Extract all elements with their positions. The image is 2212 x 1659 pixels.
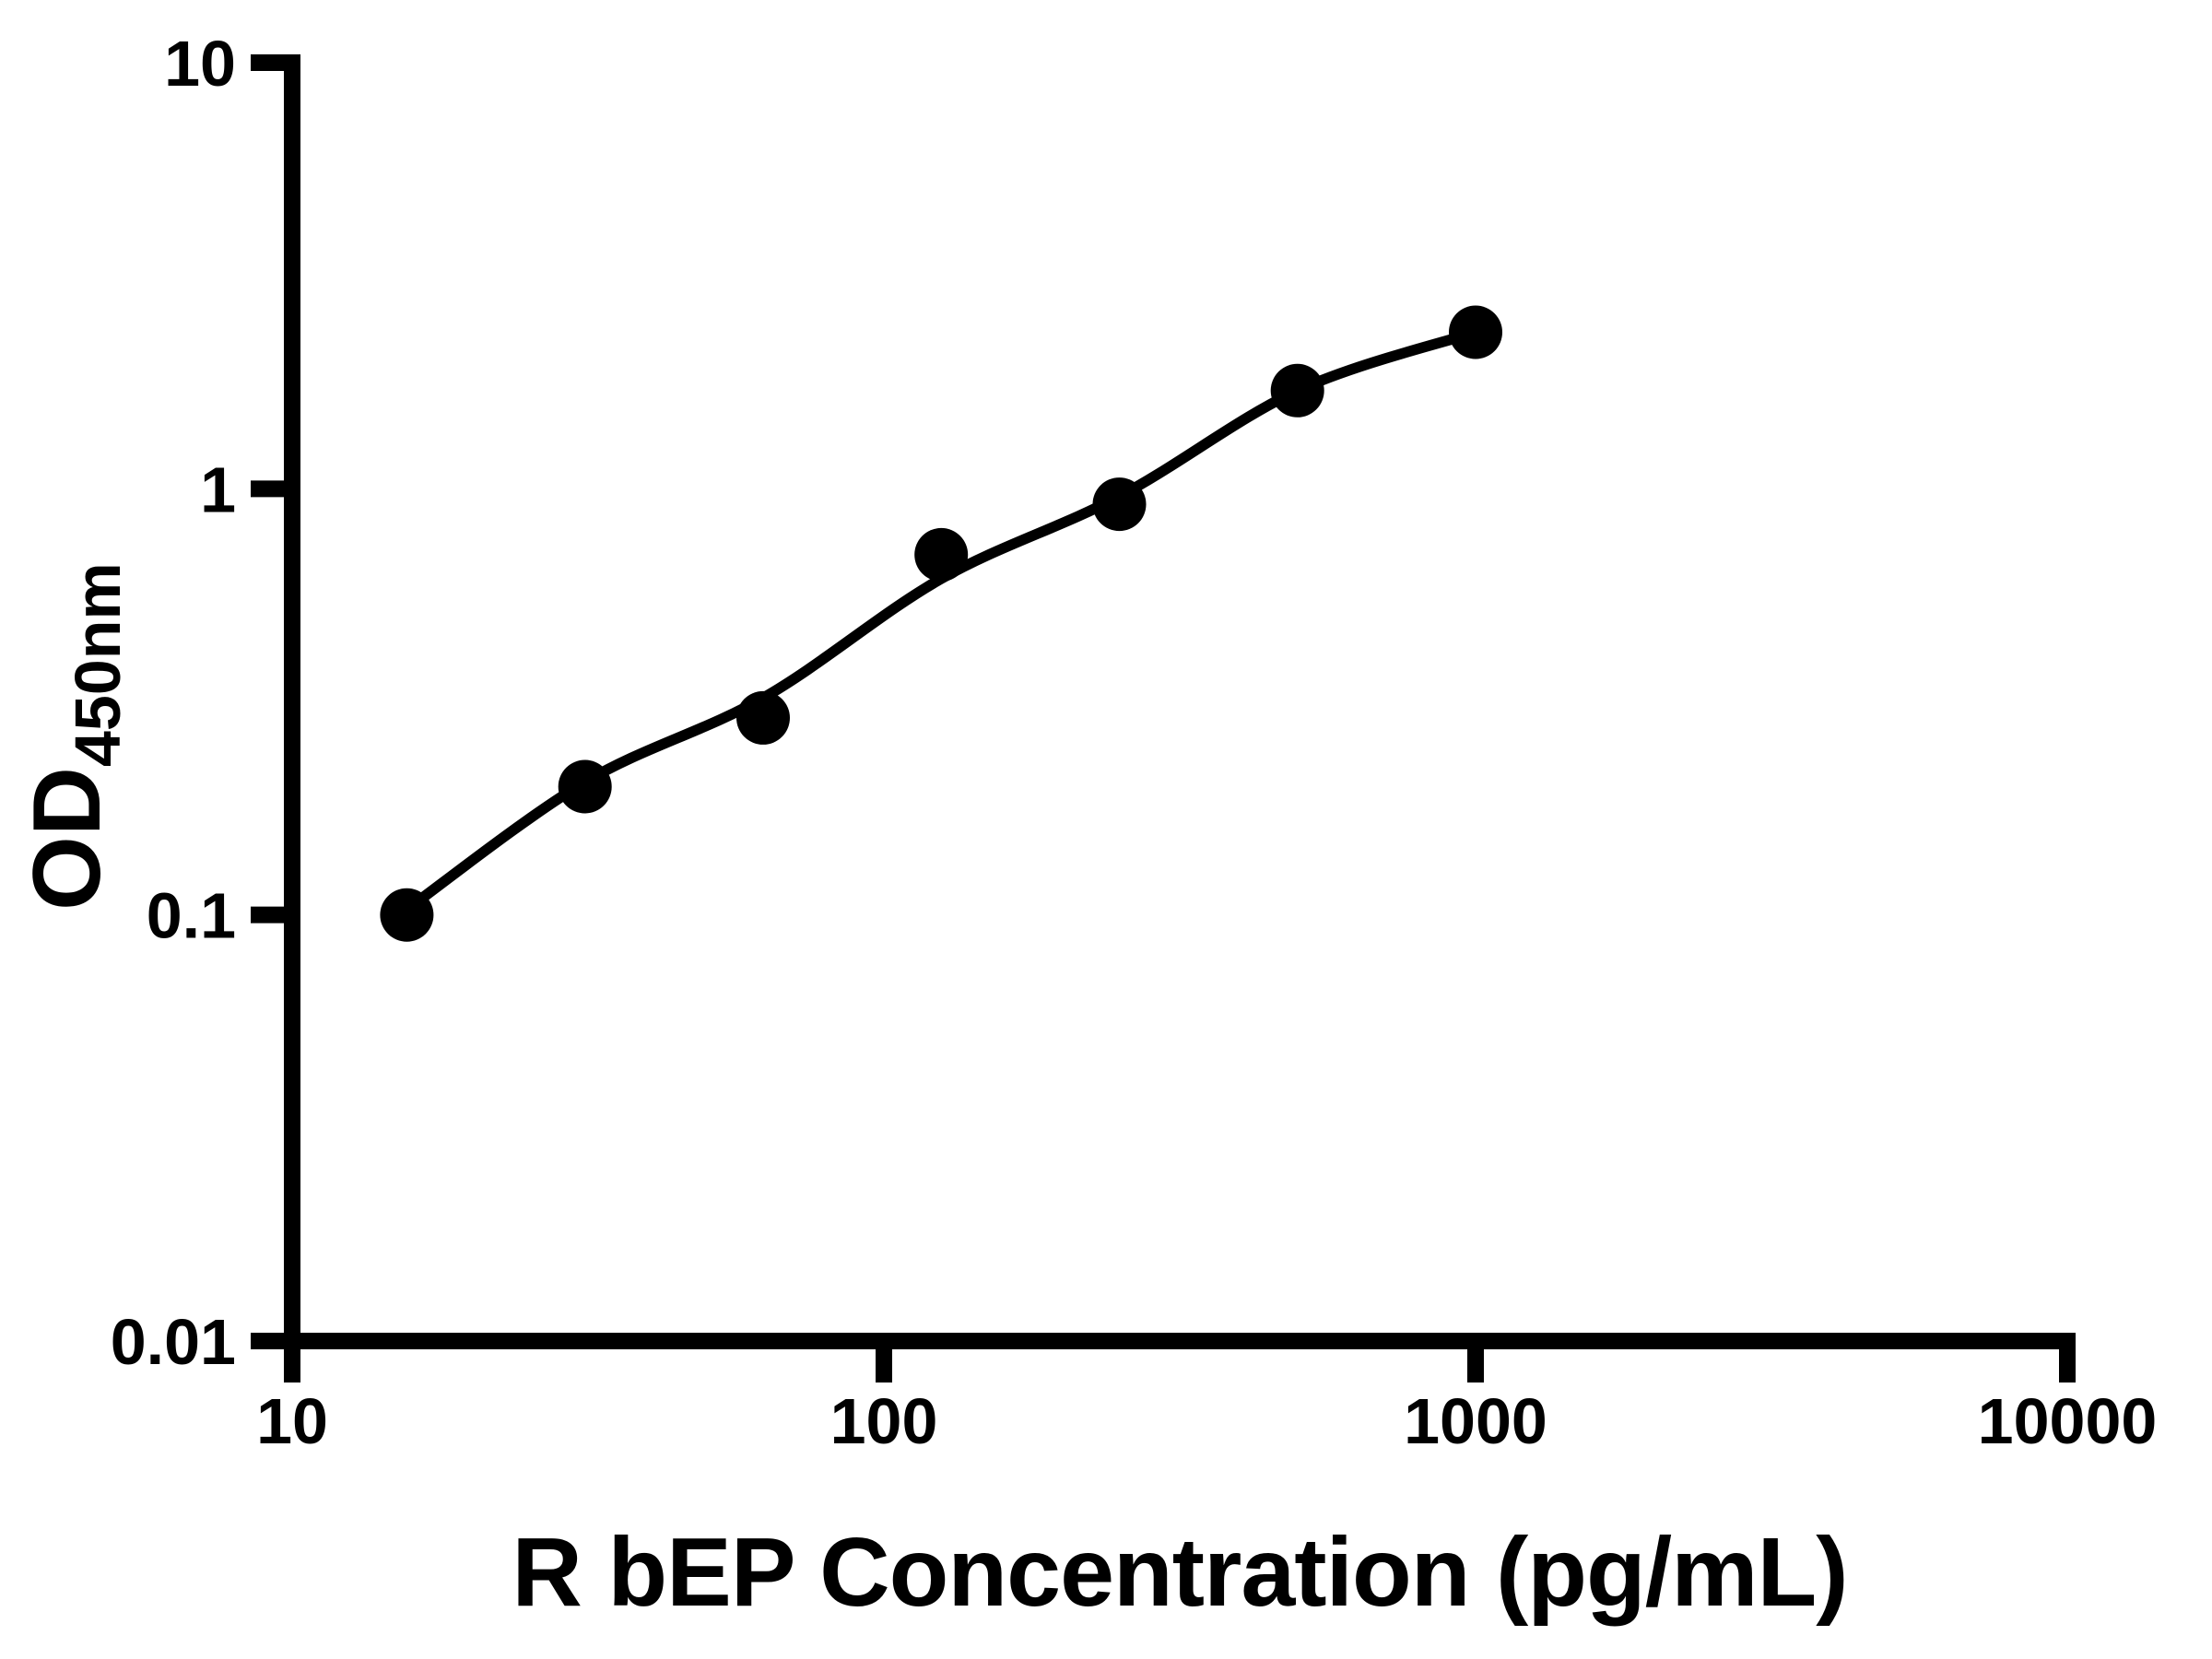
fit-curve-line <box>401 326 1481 915</box>
x-tick-label: 10 <box>256 1385 328 1457</box>
y-tick-label: 1 <box>200 453 236 525</box>
y-axis-title-base: OD <box>14 767 121 911</box>
data-point-marker <box>914 527 969 582</box>
data-point-marker <box>558 759 612 814</box>
x-tick-label: 1000 <box>1404 1385 1547 1457</box>
x-tick-label: 10000 <box>1978 1385 2158 1457</box>
y-axis-tick-labels: 10 1 0.1 0.01 <box>111 28 236 1378</box>
x-tick-label: 100 <box>830 1385 938 1457</box>
data-points <box>380 305 1502 942</box>
data-point-marker <box>380 888 434 942</box>
y-axis-title: OD450nm <box>14 562 134 911</box>
data-point-marker <box>1449 305 1502 359</box>
y-tick-label: 10 <box>164 28 236 100</box>
y-tick-label: 0.01 <box>111 1306 236 1378</box>
y-axis-title-subscript: 450nm <box>62 562 134 767</box>
x-axis-title: R bEP Concentration (pg/mL) <box>512 1518 1847 1627</box>
data-point-marker <box>1092 477 1147 532</box>
x-axis-ticks <box>284 1344 2076 1382</box>
y-tick-label: 0.1 <box>147 880 236 952</box>
data-point-marker <box>736 690 790 745</box>
x-axis-tick-labels: 10 100 1000 10000 <box>256 1385 2157 1457</box>
y-axis-ticks <box>251 54 289 1349</box>
data-point-marker <box>1270 363 1324 418</box>
